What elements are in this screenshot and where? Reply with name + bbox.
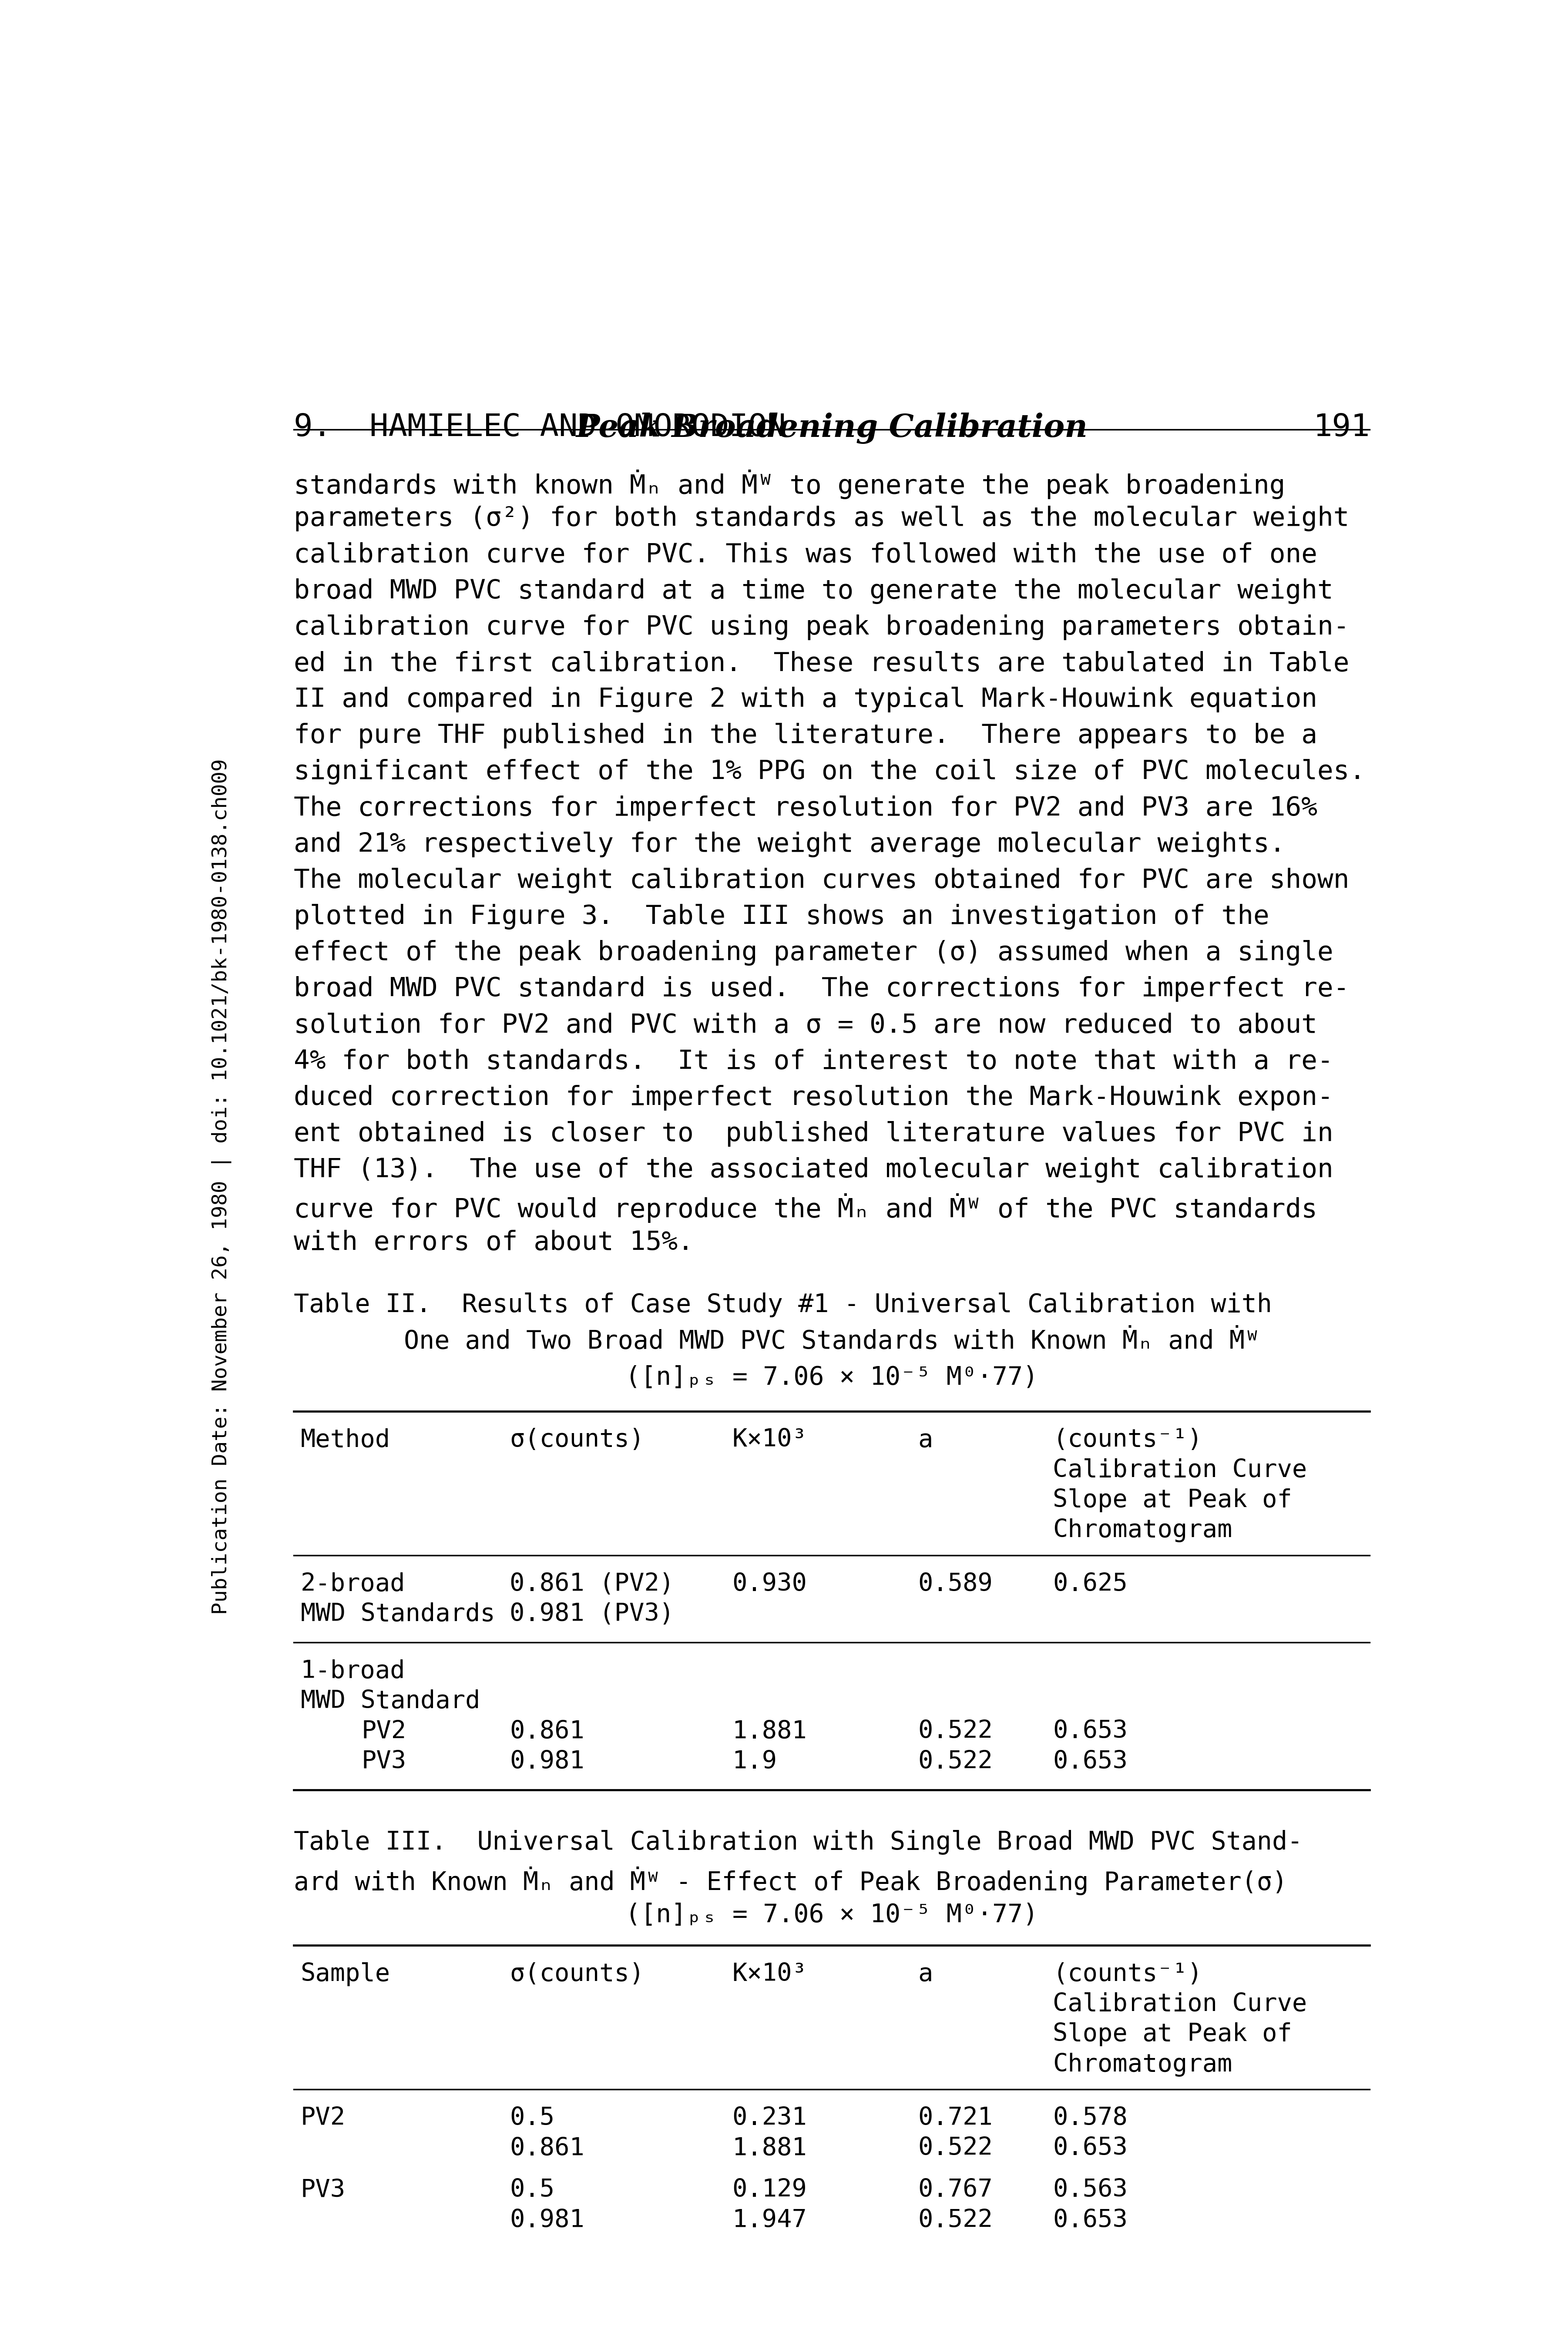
- Text: PV3: PV3: [361, 1751, 406, 1774]
- Text: ent obtained is closer to  published literature values for PVC in: ent obtained is closer to published lite…: [293, 1121, 1333, 1147]
- Text: standards with known Ṁₙ and Ṁᵂ to generate the peak broadening: standards with known Ṁₙ and Ṁᵂ to genera…: [293, 470, 1286, 498]
- Text: 1.947: 1.947: [732, 2209, 808, 2232]
- Text: 0.522: 0.522: [917, 1751, 993, 1774]
- Text: 0.930: 0.930: [732, 1572, 808, 1596]
- Text: PV2: PV2: [361, 1720, 406, 1744]
- Text: 0.767: 0.767: [917, 2178, 993, 2202]
- Text: Publication Date: November 26, 1980 | doi: 10.1021/bk-1980-0138.ch009: Publication Date: November 26, 1980 | do…: [212, 759, 232, 1614]
- Text: 0.981: 0.981: [510, 2209, 585, 2232]
- Text: (counts⁻¹): (counts⁻¹): [1052, 1429, 1203, 1452]
- Text: 0.653: 0.653: [1052, 2209, 1127, 2232]
- Text: a: a: [917, 1429, 933, 1452]
- Text: 0.981: 0.981: [510, 1751, 585, 1774]
- Text: 0.5: 0.5: [510, 2106, 555, 2129]
- Text: 0.522: 0.522: [917, 1720, 993, 1744]
- Text: MWD Standard: MWD Standard: [301, 1690, 480, 1713]
- Text: plotted in Figure 3.  Table III shows an investigation of the: plotted in Figure 3. Table III shows an …: [293, 905, 1270, 931]
- Text: ([n]ₚₛ = 7.06 × 10⁻⁵ M⁰⋅77): ([n]ₚₛ = 7.06 × 10⁻⁵ M⁰⋅77): [626, 1365, 1038, 1389]
- Text: (counts⁻¹): (counts⁻¹): [1052, 1962, 1203, 1986]
- Text: Method: Method: [301, 1429, 390, 1452]
- Text: Calibration Curve: Calibration Curve: [1052, 1457, 1308, 1483]
- Text: 0.653: 0.653: [1052, 1751, 1127, 1774]
- Text: 0.589: 0.589: [917, 1572, 993, 1596]
- Text: 2-broad: 2-broad: [301, 1572, 405, 1596]
- Text: 0.522: 0.522: [917, 2209, 993, 2232]
- Text: Table III.  Universal Calibration with Single Broad MWD PVC Stand-: Table III. Universal Calibration with Si…: [293, 1831, 1303, 1854]
- Text: 0.231: 0.231: [732, 2106, 808, 2129]
- Text: Slope at Peak of: Slope at Peak of: [1052, 1488, 1292, 1513]
- Text: solution for PV2 and PVC with a σ = 0.5 are now reduced to about: solution for PV2 and PVC with a σ = 0.5 …: [293, 1013, 1317, 1039]
- Text: 4% for both standards.  It is of interest to note that with a re-: 4% for both standards. It is of interest…: [293, 1048, 1333, 1074]
- Text: σ(counts): σ(counts): [510, 1962, 644, 1986]
- Text: 1-broad: 1-broad: [301, 1659, 405, 1683]
- Text: 1.9: 1.9: [732, 1751, 778, 1774]
- Text: broad MWD PVC standard at a time to generate the molecular weight: broad MWD PVC standard at a time to gene…: [293, 578, 1333, 604]
- Text: Calibration Curve: Calibration Curve: [1052, 1993, 1308, 2016]
- Text: 0.861 (PV2): 0.861 (PV2): [510, 1572, 674, 1596]
- Text: significant effect of the 1% PPG on the coil size of PVC molecules.: significant effect of the 1% PPG on the …: [293, 759, 1366, 785]
- Text: K×10³: K×10³: [732, 1962, 808, 1986]
- Text: ([n]ₚₛ = 7.06 × 10⁻⁵ M⁰⋅77): ([n]ₚₛ = 7.06 × 10⁻⁵ M⁰⋅77): [626, 1904, 1038, 1927]
- Text: 0.625: 0.625: [1052, 1572, 1127, 1596]
- Text: curve for PVC would reproduce the Ṁₙ and Ṁᵂ of the PVC standards: curve for PVC would reproduce the Ṁₙ and…: [293, 1194, 1317, 1222]
- Text: II and compared in Figure 2 with a typical Mark-Houwink equation: II and compared in Figure 2 with a typic…: [293, 686, 1317, 712]
- Text: 0.522: 0.522: [917, 2136, 993, 2160]
- Text: with errors of about 15%.: with errors of about 15%.: [293, 1229, 693, 1255]
- Text: 1.881: 1.881: [732, 1720, 808, 1744]
- Text: K×10³: K×10³: [732, 1429, 808, 1452]
- Text: 0.861: 0.861: [510, 2136, 585, 2160]
- Text: 0.653: 0.653: [1052, 1720, 1127, 1744]
- Text: parameters (σ²) for both standards as well as the molecular weight: parameters (σ²) for both standards as we…: [293, 505, 1350, 531]
- Text: The corrections for imperfect resolution for PV2 and PV3 are 16%: The corrections for imperfect resolution…: [293, 794, 1317, 820]
- Text: Chromatogram: Chromatogram: [1052, 2052, 1232, 2077]
- Text: 0.129: 0.129: [732, 2178, 808, 2202]
- Text: MWD Standards: MWD Standards: [301, 1603, 495, 1626]
- Text: Slope at Peak of: Slope at Peak of: [1052, 2023, 1292, 2047]
- Text: 0.5: 0.5: [510, 2178, 555, 2202]
- Text: PV3: PV3: [301, 2178, 345, 2202]
- Text: duced correction for imperfect resolution the Mark-Houwink expon-: duced correction for imperfect resolutio…: [293, 1086, 1333, 1112]
- Text: 0.653: 0.653: [1052, 2136, 1127, 2160]
- Text: 0.578: 0.578: [1052, 2106, 1127, 2129]
- Text: The molecular weight calibration curves obtained for PVC are shown: The molecular weight calibration curves …: [293, 867, 1350, 893]
- Text: PV2: PV2: [301, 2106, 345, 2129]
- Text: 1.881: 1.881: [732, 2136, 808, 2160]
- Text: One and Two Broad MWD PVC Standards with Known Ṁₙ and Ṁᵂ: One and Two Broad MWD PVC Standards with…: [403, 1328, 1259, 1354]
- Text: ard with Known Ṁₙ and Ṁᵂ - Effect of Peak Broadening Parameter(σ): ard with Known Ṁₙ and Ṁᵂ - Effect of Pea…: [293, 1866, 1287, 1894]
- Text: Sample: Sample: [301, 1962, 390, 1986]
- Text: effect of the peak broadening parameter (σ) assumed when a single: effect of the peak broadening parameter …: [293, 940, 1333, 966]
- Text: Table II.  Results of Case Study #1 - Universal Calibration with: Table II. Results of Case Study #1 - Uni…: [293, 1293, 1272, 1318]
- Text: ed in the first calibration.  These results are tabulated in Table: ed in the first calibration. These resul…: [293, 651, 1350, 677]
- Text: 0.721: 0.721: [917, 2106, 993, 2129]
- Text: σ(counts): σ(counts): [510, 1429, 644, 1452]
- Text: and 21% respectively for the weight average molecular weights.: and 21% respectively for the weight aver…: [293, 832, 1286, 858]
- Text: 0.861: 0.861: [510, 1720, 585, 1744]
- Text: 0.981 (PV3): 0.981 (PV3): [510, 1603, 674, 1626]
- Text: a: a: [917, 1962, 933, 1986]
- Text: for pure THF published in the literature.  There appears to be a: for pure THF published in the literature…: [293, 724, 1317, 750]
- Text: broad MWD PVC standard is used.  The corrections for imperfect re-: broad MWD PVC standard is used. The corr…: [293, 975, 1350, 1001]
- Text: calibration curve for PVC using peak broadening parameters obtain-: calibration curve for PVC using peak bro…: [293, 613, 1350, 639]
- Text: 191: 191: [1312, 414, 1370, 442]
- Text: Chromatogram: Chromatogram: [1052, 1518, 1232, 1542]
- Text: 0.563: 0.563: [1052, 2178, 1127, 2202]
- Text: calibration curve for PVC. This was followed with the use of one: calibration curve for PVC. This was foll…: [293, 543, 1317, 569]
- Text: THF (13).  The use of the associated molecular weight calibration: THF (13). The use of the associated mole…: [293, 1156, 1333, 1182]
- Text: Peak Broadening Calibration: Peak Broadening Calibration: [575, 414, 1088, 444]
- Text: 9.  HAMIELEC AND OMORODION: 9. HAMIELEC AND OMORODION: [293, 414, 786, 442]
